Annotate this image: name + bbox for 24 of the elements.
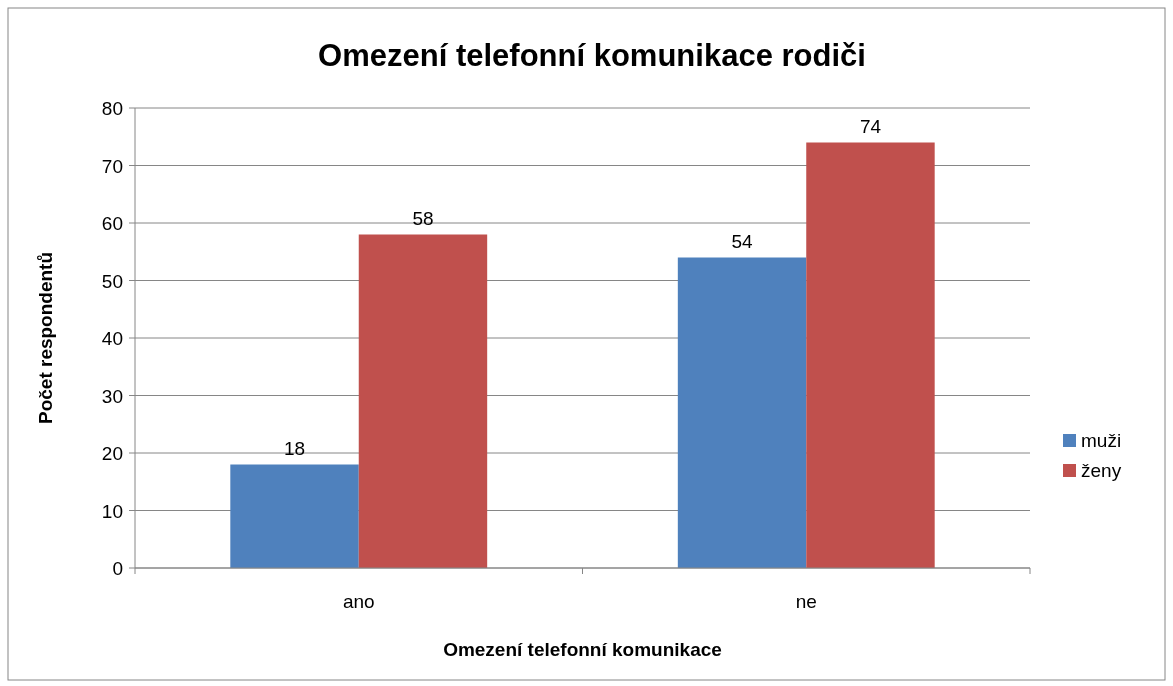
y-tick-label: 80: [101, 98, 123, 119]
bar: [358, 234, 488, 568]
y-tick-label: 70: [101, 155, 123, 177]
data-label: 18: [283, 437, 306, 459]
y-tick-label: 30: [101, 385, 123, 407]
data-label: 54: [731, 230, 754, 252]
y-axis-title: Počet respondentů: [35, 251, 56, 425]
x-tick-label: ne: [795, 591, 817, 612]
data-label: 74: [859, 115, 882, 137]
y-tick-label: 60: [101, 213, 123, 234]
y-tick-label: 0: [112, 558, 123, 579]
bar: [230, 464, 359, 568]
data-label: 58: [412, 207, 434, 229]
legend-label: ženy: [1081, 460, 1122, 481]
y-tick-label: 40: [101, 328, 123, 349]
y-tick-label: 50: [101, 270, 123, 292]
x-axis-title: Omezení telefonní komunikace: [443, 639, 722, 660]
bar: [677, 257, 807, 568]
y-tick-label: 10: [101, 500, 123, 522]
x-tick-label: ano: [342, 591, 375, 612]
chart-title: Omezení telefonní komunikace rodiči: [318, 38, 866, 73]
y-tick-label: 20: [101, 443, 123, 464]
legend-label: muži: [1081, 430, 1122, 451]
bar: [806, 142, 935, 568]
